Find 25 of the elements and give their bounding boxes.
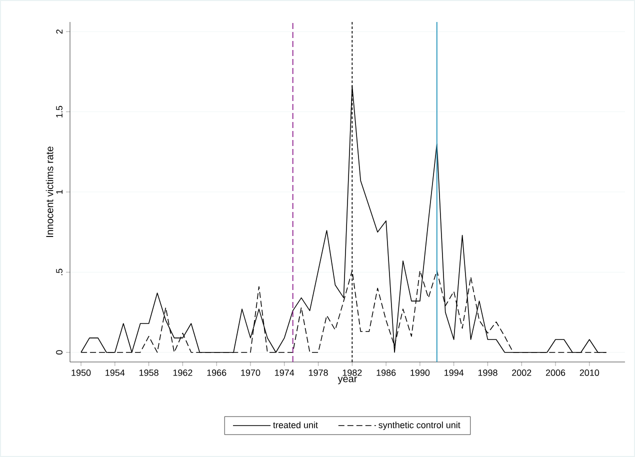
x-tick-label: 1974 <box>275 370 294 376</box>
x-tick-label: 1950 <box>72 370 91 376</box>
x-tick-label: 2002 <box>512 370 532 376</box>
x-tick-label: 1994 <box>444 370 464 376</box>
x-tick-label: 1970 <box>241 370 260 376</box>
x-tick-label: 1978 <box>308 370 328 376</box>
y-tick-label: 1.5 <box>56 106 62 118</box>
x-tick-label: 1986 <box>376 370 396 376</box>
legend-label: synthetic control unit <box>378 422 460 430</box>
y-tick-label: .5 <box>56 268 62 276</box>
y-tick-label: 2 <box>56 30 62 34</box>
x-tick-label: 1962 <box>173 370 192 376</box>
y-axis-title: Innocent victims rate <box>46 146 54 237</box>
legend-label: treated unit <box>273 422 318 428</box>
x-tick-label: 1990 <box>410 370 430 376</box>
x-tick-label: 2006 <box>546 370 566 376</box>
y-tick-label: 0 <box>56 350 62 355</box>
x-tick-label: 2010 <box>580 370 600 376</box>
x-tick-label: 1982 <box>342 370 362 376</box>
x-tick-label: 1998 <box>478 370 498 376</box>
y-tick-label: 1 <box>56 190 62 194</box>
x-axis-title: year <box>338 376 358 384</box>
x-tick-label: 1958 <box>139 370 158 376</box>
x-tick-label: 1954 <box>106 370 125 376</box>
x-tick-label: 1966 <box>207 370 226 376</box>
